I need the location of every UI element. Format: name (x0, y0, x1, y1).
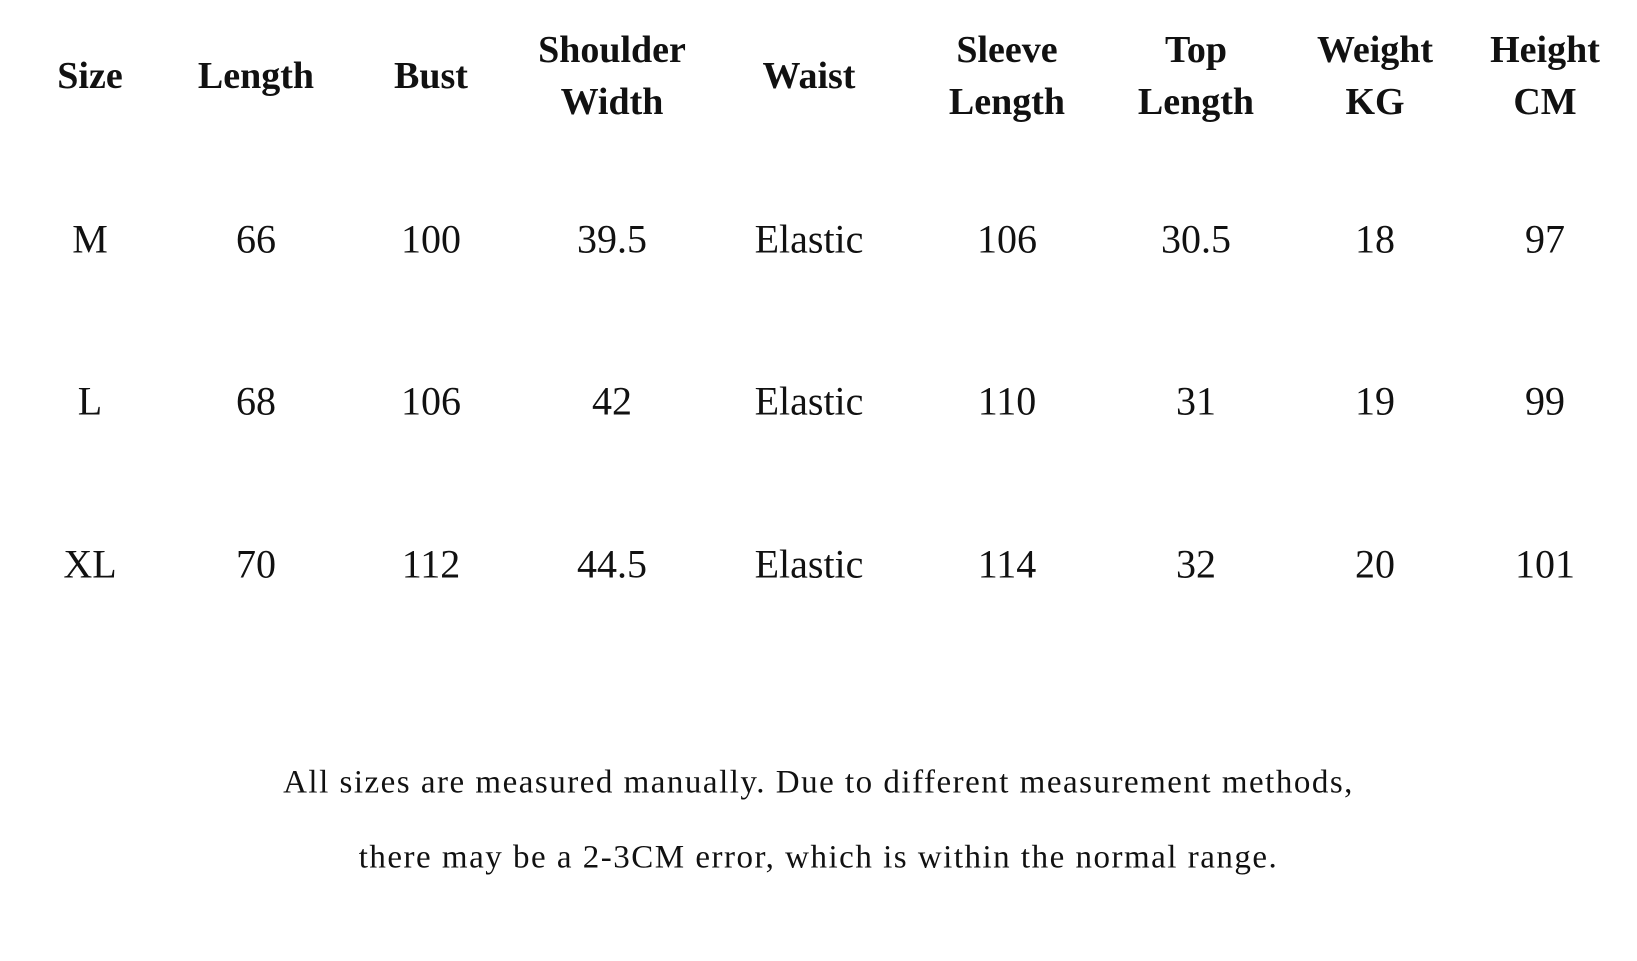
note-text: All sizes are measured manually. Due to … (283, 764, 1354, 801)
table-cell: 100 (401, 216, 461, 262)
table-cell: 110 (977, 378, 1037, 424)
table-cell: 97 (1525, 216, 1565, 262)
header-text: Bust (394, 55, 468, 97)
table-cell: XL (63, 541, 117, 587)
header-text: Weight (1316, 29, 1434, 71)
header-text: Length (948, 81, 1066, 123)
header-cell: Waist (763, 50, 856, 102)
table-cell: 19 (1355, 378, 1395, 424)
table-cell: 39.5 (577, 216, 647, 262)
table-cell: 114 (977, 541, 1037, 587)
table-cell: 32 (1176, 541, 1216, 587)
table-cell: 70 (236, 541, 276, 587)
table-cell: 66 (236, 216, 276, 262)
header-text: Width (560, 81, 664, 123)
table-cell: 112 (401, 541, 461, 587)
header-text: Height (1490, 29, 1600, 71)
table-cell: L (77, 378, 103, 424)
table-cell: Elastic (754, 378, 864, 424)
header-text: Shoulder (538, 29, 686, 71)
header-cell: Top Length (1138, 24, 1254, 128)
table-cell: M (72, 216, 108, 262)
header-cell: Shoulder Width (538, 24, 686, 128)
table-cell: 31 (1176, 378, 1216, 424)
header-cell: Sleeve Length (949, 24, 1065, 128)
table-cell: 101 (1515, 541, 1575, 587)
table-cell: 18 (1355, 216, 1395, 262)
header-cell: Length (198, 50, 314, 102)
header-text: Top (1164, 29, 1227, 71)
header-text: Waist (762, 55, 856, 97)
table-cell: 106 (977, 216, 1037, 262)
table-cell: 44.5 (577, 541, 647, 587)
table-cell: Elastic (754, 216, 864, 262)
table-cell: Elastic (754, 541, 864, 587)
header-text: Size (57, 55, 123, 97)
table-cell: 68 (236, 378, 276, 424)
header-text: Sleeve (956, 29, 1058, 71)
header-cell: Bust (394, 50, 468, 102)
table-cell: 42 (592, 378, 632, 424)
header-text: Length (1137, 81, 1255, 123)
header-cell: Weight KG (1317, 24, 1433, 128)
table-cell: 99 (1525, 378, 1565, 424)
header-text: KG (1345, 81, 1405, 123)
header-cell: Size (57, 50, 122, 102)
header-text: Length (197, 55, 315, 97)
table-cell: 106 (401, 378, 461, 424)
table-cell: 30.5 (1161, 216, 1231, 262)
note-text: there may be a 2-3CM error, which is wit… (358, 839, 1279, 876)
table-cell: 20 (1355, 541, 1395, 587)
header-cell: Height CM (1490, 24, 1600, 128)
header-text: CM (1513, 81, 1577, 123)
